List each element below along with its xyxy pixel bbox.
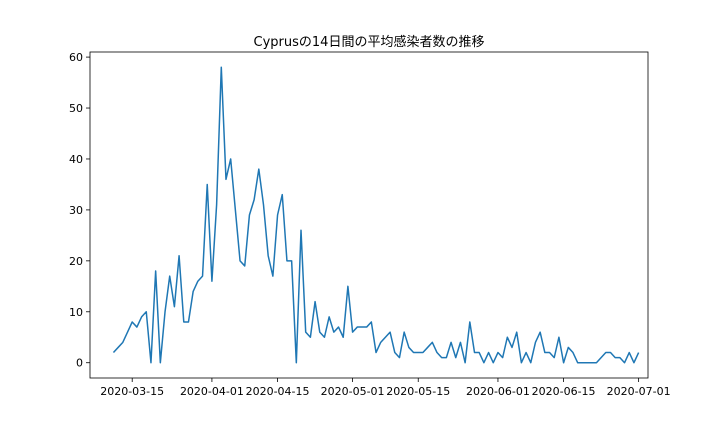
chart-title: Cyprusの14日間の平均感染者数の推移 — [254, 34, 485, 50]
x-tick-label: 2020-05-01 — [321, 385, 385, 398]
series-line — [112, 66, 640, 364]
y-tick-label: 0 — [76, 357, 83, 370]
y-axis: 0 10 20 30 40 50 60 — [69, 51, 90, 370]
x-tick-label: 2020-06-15 — [532, 385, 596, 398]
x-tick-label: 2020-03-15 — [100, 385, 164, 398]
x-axis: 2020-03-15 2020-04-01 2020-04-15 2020-05-01… — [100, 378, 671, 398]
y-tick-label: 10 — [69, 306, 83, 319]
y-tick-label: 20 — [69, 255, 83, 268]
plot-area — [112, 66, 640, 364]
x-tick-label: 2020-06-01 — [466, 385, 530, 398]
x-tick-label: 2020-04-15 — [246, 385, 310, 398]
x-tick-label: 2020-05-15 — [386, 385, 450, 398]
y-tick-label: 60 — [69, 51, 83, 64]
x-tick-label: 2020-04-01 — [180, 385, 244, 398]
y-tick-label: 50 — [69, 102, 83, 115]
y-tick-label: 30 — [69, 204, 83, 217]
plot-frame — [89, 51, 649, 379]
x-tick-label: 2020-07-01 — [607, 385, 671, 398]
y-tick-label: 40 — [69, 153, 83, 166]
